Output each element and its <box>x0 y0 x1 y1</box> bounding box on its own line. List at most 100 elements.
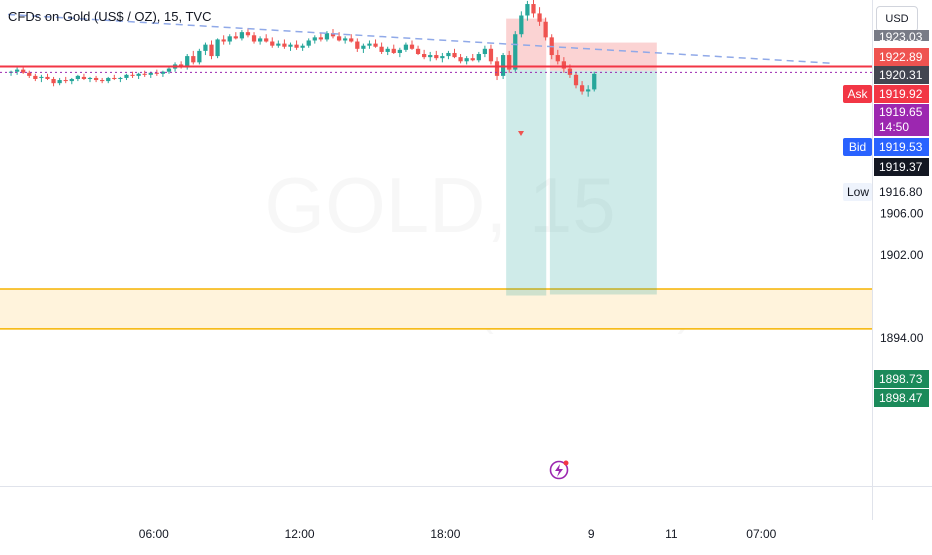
candle[interactable] <box>373 39 378 48</box>
candle[interactable] <box>136 72 141 79</box>
candle[interactable] <box>27 70 32 78</box>
candle[interactable] <box>336 32 342 42</box>
lightning-icon[interactable] <box>549 460 569 480</box>
candle[interactable] <box>87 76 93 83</box>
candle[interactable] <box>39 74 44 83</box>
candle[interactable] <box>349 34 354 43</box>
candle[interactable] <box>379 42 384 55</box>
candle[interactable] <box>428 51 433 62</box>
candle[interactable] <box>203 42 208 56</box>
candle[interactable] <box>300 43 305 51</box>
candle[interactable] <box>130 71 135 78</box>
candle[interactable] <box>488 44 494 65</box>
candle[interactable] <box>251 32 257 44</box>
candle[interactable] <box>106 76 111 84</box>
candle[interactable] <box>343 36 348 44</box>
candle[interactable] <box>537 7 542 26</box>
candle[interactable] <box>21 67 26 74</box>
candle[interactable] <box>355 38 360 52</box>
candle[interactable] <box>555 49 560 65</box>
candle[interactable] <box>470 54 475 62</box>
candle[interactable] <box>519 11 524 38</box>
candle[interactable] <box>8 70 14 76</box>
candle[interactable] <box>446 50 451 60</box>
alert-marker-icon[interactable] <box>518 131 524 136</box>
candle[interactable] <box>142 70 147 77</box>
candle[interactable] <box>288 42 293 51</box>
candle[interactable] <box>33 73 38 82</box>
symbol-title[interactable]: CFDs on Gold (US$ / OZ), 15, TVC <box>8 9 212 24</box>
candle[interactable] <box>422 49 427 60</box>
candle[interactable] <box>306 38 311 48</box>
candle[interactable] <box>513 31 518 72</box>
trend-line[interactable] <box>7 13 835 65</box>
candle[interactable] <box>166 67 172 74</box>
candle[interactable] <box>543 17 548 41</box>
candle[interactable] <box>415 45 421 56</box>
candle[interactable] <box>75 74 80 82</box>
candle[interactable] <box>276 40 281 48</box>
candle[interactable] <box>245 27 251 38</box>
candle[interactable] <box>112 74 117 81</box>
candle[interactable] <box>69 77 74 85</box>
candle[interactable] <box>397 47 402 58</box>
candle[interactable] <box>233 32 238 40</box>
candle[interactable] <box>215 38 220 59</box>
candle[interactable] <box>51 76 56 87</box>
candle[interactable] <box>221 35 226 45</box>
position-1-target[interactable] <box>506 69 547 296</box>
candle[interactable] <box>403 42 409 52</box>
candle[interactable] <box>531 0 536 18</box>
currency-button[interactable]: USD <box>876 6 918 32</box>
candle[interactable] <box>294 40 299 50</box>
candle[interactable] <box>573 71 579 89</box>
candle[interactable] <box>93 75 99 83</box>
candle[interactable] <box>507 50 512 73</box>
candle[interactable] <box>452 48 457 59</box>
candle[interactable] <box>458 54 463 64</box>
candle[interactable] <box>385 46 390 56</box>
candle[interactable] <box>318 33 323 42</box>
candle[interactable] <box>464 56 469 65</box>
candle[interactable] <box>270 37 275 48</box>
candle[interactable] <box>264 34 269 43</box>
candle[interactable] <box>81 73 87 81</box>
candle-body <box>233 36 238 39</box>
candle[interactable] <box>409 40 415 50</box>
candle[interactable] <box>209 40 214 60</box>
candle[interactable] <box>391 44 396 55</box>
candle[interactable] <box>361 43 366 53</box>
candle[interactable] <box>124 73 129 81</box>
y-tick-label: 1894.00 <box>880 331 924 345</box>
candle[interactable] <box>45 73 50 81</box>
candle[interactable] <box>482 45 488 58</box>
candle[interactable] <box>191 50 196 65</box>
candle[interactable] <box>324 31 330 42</box>
candle[interactable] <box>57 77 62 86</box>
candle[interactable] <box>197 48 202 65</box>
candle[interactable] <box>579 81 585 95</box>
demand-zone[interactable] <box>0 288 872 329</box>
candle[interactable] <box>592 71 597 92</box>
candle[interactable] <box>440 52 445 63</box>
candle[interactable] <box>525 0 530 21</box>
candle[interactable] <box>282 39 287 49</box>
candle[interactable] <box>586 85 591 97</box>
candle[interactable] <box>118 76 123 83</box>
candle[interactable] <box>227 34 232 45</box>
candle[interactable] <box>494 57 500 81</box>
candle[interactable] <box>257 36 263 45</box>
candle[interactable] <box>312 35 317 44</box>
candle[interactable] <box>561 57 566 73</box>
candle[interactable] <box>160 70 166 77</box>
position-2-target[interactable] <box>549 70 657 295</box>
candle[interactable] <box>239 30 245 41</box>
candle[interactable] <box>100 77 105 84</box>
candle[interactable] <box>476 51 481 63</box>
candle[interactable] <box>14 67 20 75</box>
candle[interactable] <box>367 40 372 49</box>
candle[interactable] <box>63 76 68 84</box>
candle[interactable] <box>434 50 439 61</box>
